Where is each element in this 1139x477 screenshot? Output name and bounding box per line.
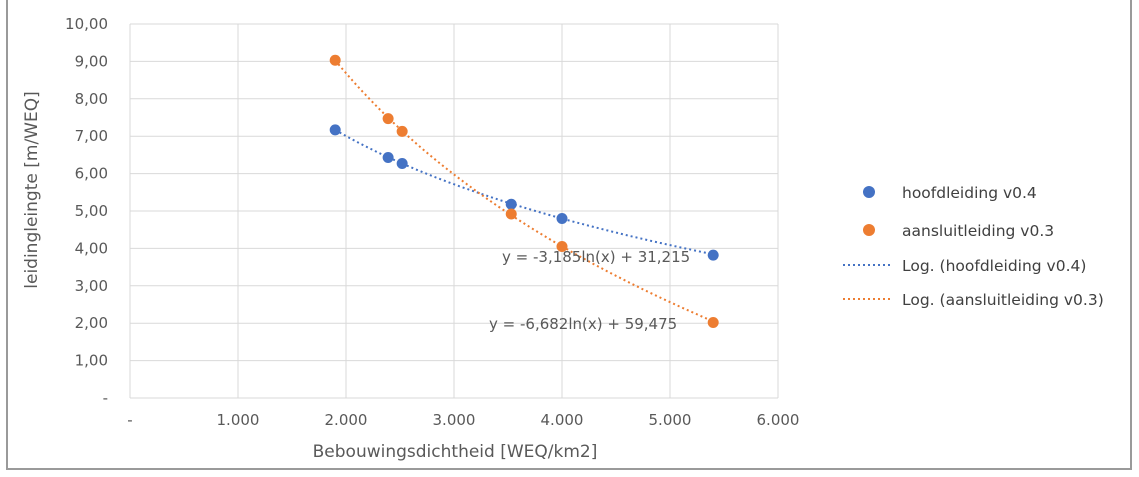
data-point-aansluitleiding — [556, 241, 568, 253]
chart-frame — [6, 0, 1132, 470]
trendlines — [334, 59, 714, 323]
data-point-hoofdleiding — [396, 158, 408, 170]
y-tick-label: 10,00 — [65, 15, 108, 33]
x-tick-label: 1.000 — [217, 411, 260, 429]
x-tick-label: 5.000 — [649, 411, 692, 429]
legend-label-aansluitleiding: aansluitleiding v0.3 — [902, 222, 1054, 240]
y-tick-label: 5,00 — [75, 202, 108, 220]
data-point-aansluitleiding — [396, 125, 408, 137]
data-point-hoofdleiding — [382, 152, 394, 164]
legend-label-log-aansluitleiding: Log. (aansluitleiding v0.3) — [902, 291, 1104, 309]
legend-marker-aansluitleiding — [863, 224, 875, 236]
y-tick-label: 2,00 — [75, 314, 108, 332]
legend: hoofdleiding v0.4 aansluitleiding v0.3 L… — [843, 184, 1104, 309]
data-point-hoofdleiding — [505, 198, 517, 210]
x-tick-label: 4.000 — [541, 411, 584, 429]
y-tick-label: 1,00 — [75, 352, 108, 370]
trendline-equation-hoofdleiding: y = -3,185ln(x) + 31,215 — [502, 248, 690, 266]
x-tick-label: - — [127, 411, 132, 429]
data-point-hoofdleiding — [556, 212, 568, 224]
y-tick-label: 3,00 — [75, 277, 108, 295]
y-tick-label: 4,00 — [75, 239, 108, 257]
data-point-hoofdleiding — [329, 124, 341, 136]
legend-label-log-hoofdleiding: Log. (hoofdleiding v0.4) — [902, 257, 1086, 275]
data-point-aansluitleiding — [505, 208, 517, 220]
y-tick-label: 8,00 — [75, 90, 108, 108]
x-tick-label: 2.000 — [325, 411, 368, 429]
grid-lines — [129, 23, 779, 399]
y-tick-label: 6,00 — [75, 165, 108, 183]
x-axis-ticks: - 1.000 2.000 3.000 4.000 5.000 6.000 — [127, 411, 799, 429]
x-axis-title: Bebouwingsdichtheid [WEQ/km2] — [313, 442, 598, 462]
y-axis-title: leidingleingte [m/WEQ] — [22, 91, 42, 288]
legend-label-hoofdleiding: hoofdleiding v0.4 — [902, 184, 1037, 202]
data-point-aansluitleiding — [329, 54, 341, 66]
x-tick-label: 3.000 — [433, 411, 476, 429]
data-point-hoofdleiding — [707, 249, 719, 261]
data-point-aansluitleiding — [707, 316, 719, 328]
trendline-hoofdleiding — [334, 129, 714, 256]
y-tick-label: - — [103, 389, 108, 407]
data-points — [329, 54, 719, 328]
x-tick-label: 6.000 — [757, 411, 800, 429]
y-tick-label: 9,00 — [75, 52, 108, 70]
trendline-aansluitleiding — [334, 59, 714, 323]
y-tick-label: 7,00 — [75, 127, 108, 145]
y-axis-ticks: - 1,00 2,00 3,00 4,00 5,00 6,00 7,00 8,00 9,00 10,… — [65, 15, 108, 407]
data-point-aansluitleiding — [382, 113, 394, 125]
legend-marker-hoofdleiding — [863, 186, 875, 198]
trendline-equation-aansluitleiding: y = -6,682ln(x) + 59,475 — [489, 315, 677, 333]
